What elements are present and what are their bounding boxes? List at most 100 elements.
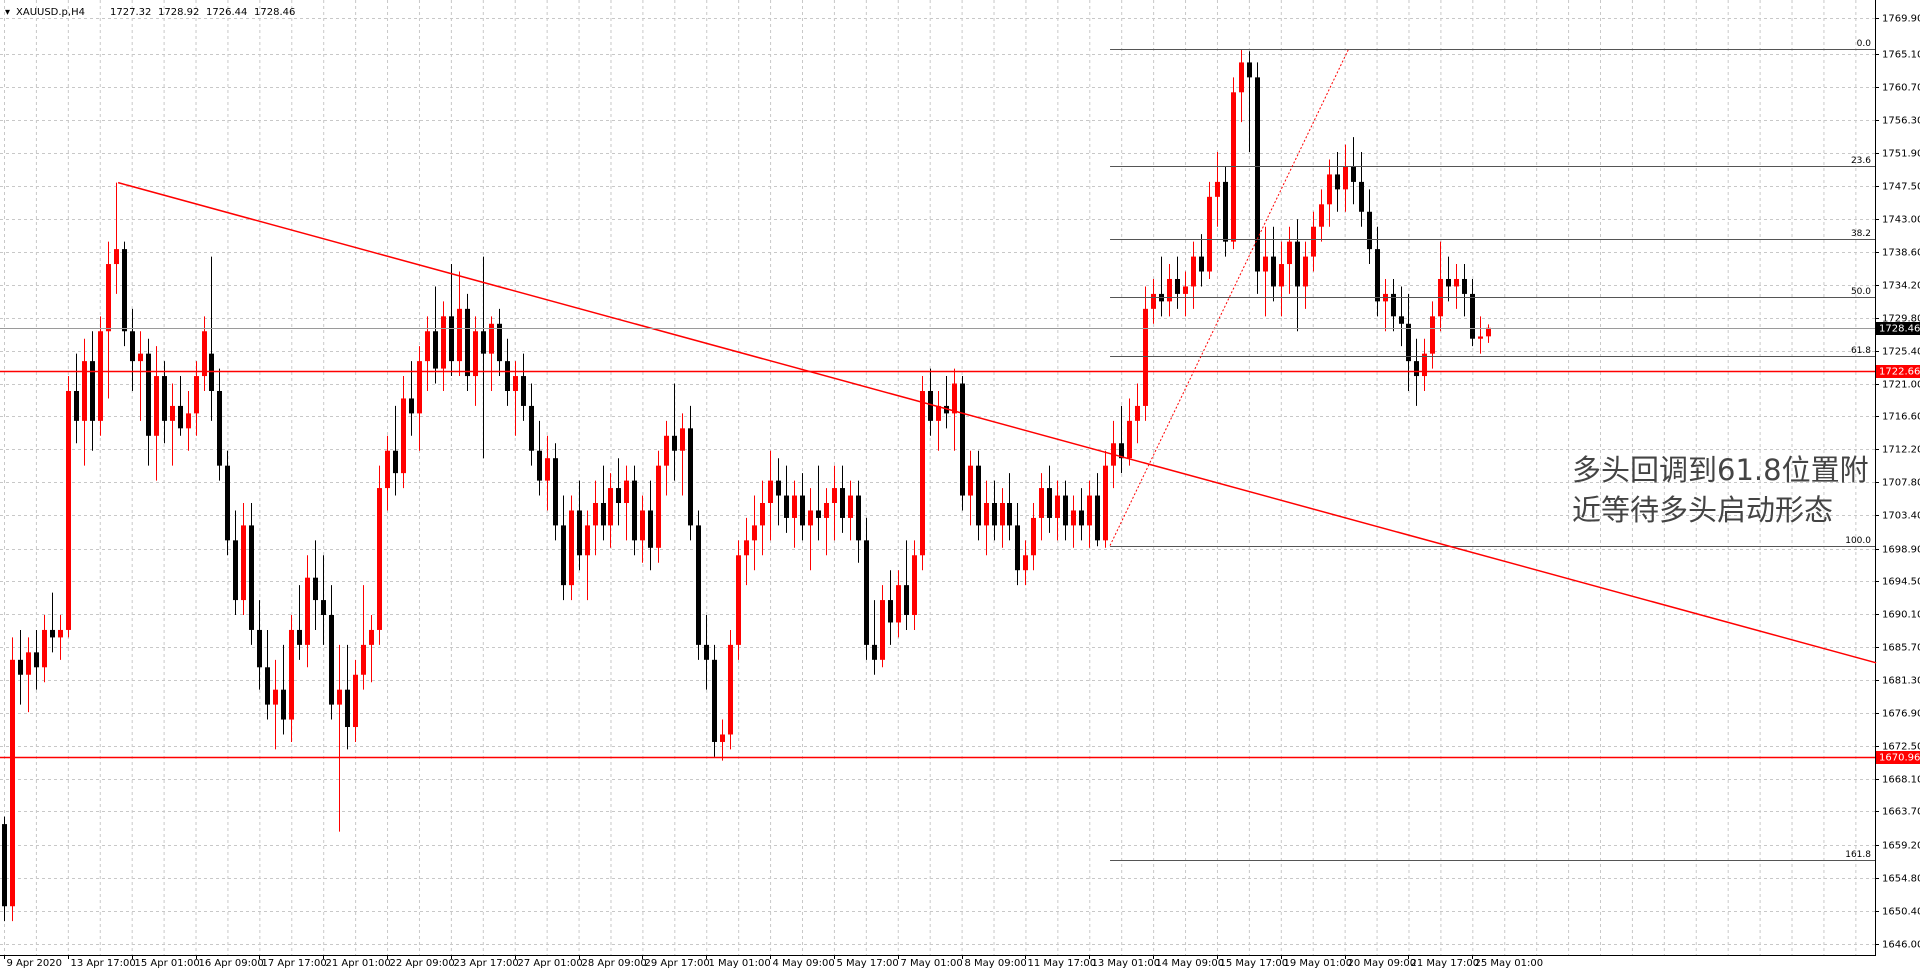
candle-body bbox=[513, 376, 518, 391]
candle-body bbox=[521, 376, 526, 406]
candle-body bbox=[752, 525, 757, 541]
candle-body bbox=[130, 331, 135, 362]
candle-body bbox=[345, 689, 350, 728]
candle-body bbox=[377, 488, 382, 630]
candle-body bbox=[1367, 211, 1372, 250]
y-tick-label: 1712.20 bbox=[1882, 445, 1920, 456]
annotation: 近等待多头启动形态 bbox=[1572, 493, 1833, 527]
candle-body bbox=[680, 428, 685, 451]
y-tick-label: 1703.40 bbox=[1882, 511, 1920, 522]
candle-body bbox=[505, 361, 510, 391]
candle-body bbox=[10, 659, 15, 907]
candle-body bbox=[1127, 420, 1132, 459]
candle-body bbox=[1119, 443, 1124, 459]
candle-body bbox=[74, 390, 79, 421]
candle-body bbox=[840, 488, 845, 518]
candle-body bbox=[1087, 495, 1092, 526]
candle-body bbox=[305, 577, 310, 645]
candle-body bbox=[1039, 488, 1044, 518]
candle-body bbox=[1055, 495, 1060, 518]
candle-body bbox=[1175, 278, 1180, 294]
candle-body bbox=[1015, 525, 1020, 571]
close: 1728.46 bbox=[254, 7, 295, 18]
header-arrow: ▾ bbox=[5, 7, 10, 18]
candle-body bbox=[170, 405, 175, 421]
candle-body bbox=[601, 503, 606, 526]
y-tick-label: 1698.90 bbox=[1882, 545, 1920, 556]
candle-body bbox=[1143, 308, 1148, 406]
candle-body bbox=[704, 644, 709, 660]
candle-body bbox=[1079, 510, 1084, 526]
y-tick-label: 1760.70 bbox=[1882, 83, 1920, 94]
candle-body bbox=[656, 465, 661, 548]
candle-body bbox=[50, 629, 55, 638]
candle-body bbox=[712, 659, 717, 742]
candle-body bbox=[896, 585, 901, 623]
candle-body bbox=[928, 390, 933, 421]
candle-body bbox=[154, 376, 159, 436]
x-tick-label: 19 May 01:00 bbox=[1284, 958, 1353, 968]
candle-body bbox=[1247, 62, 1252, 78]
candle-body bbox=[888, 600, 893, 623]
candle-body bbox=[529, 405, 534, 451]
candle-body bbox=[489, 323, 494, 354]
y-tick-label: 1694.50 bbox=[1882, 577, 1920, 588]
candle-body bbox=[465, 308, 470, 377]
candle-body bbox=[98, 331, 103, 421]
candle-body bbox=[632, 480, 637, 541]
candle-body bbox=[936, 405, 941, 421]
candle-body bbox=[1263, 256, 1268, 272]
candle-body bbox=[1007, 503, 1012, 526]
x-tick-label: 20 May 09:00 bbox=[1348, 958, 1417, 968]
candle-body bbox=[1215, 181, 1220, 197]
header: ▾ XAUUSD.p,H4 1727.32 1728.92 1726.44 17… bbox=[5, 7, 295, 18]
x-tick-label: 16 Apr 09:00 bbox=[199, 958, 264, 968]
x-tick-label: 7 May 01:00 bbox=[901, 958, 963, 968]
x-tick-label: 27 Apr 01:00 bbox=[518, 958, 583, 968]
candle-body bbox=[1327, 174, 1332, 205]
candle-body bbox=[1207, 196, 1212, 272]
candle-body bbox=[904, 585, 909, 616]
x-tick-label: 28 Apr 09:00 bbox=[582, 958, 647, 968]
candle-body bbox=[265, 667, 270, 705]
annotation: 多头回调到61.8位置附 bbox=[1572, 453, 1869, 487]
candle-body bbox=[824, 503, 829, 518]
candle-body bbox=[1462, 278, 1467, 294]
candle-body bbox=[1414, 361, 1419, 377]
candle-body bbox=[792, 495, 797, 518]
candle-body bbox=[106, 264, 111, 332]
price-box bbox=[1876, 322, 1920, 335]
candle-body bbox=[162, 376, 167, 421]
candle-body bbox=[417, 361, 422, 414]
candle-body bbox=[848, 495, 853, 518]
y-tick-label: 1716.60 bbox=[1882, 412, 1920, 423]
candle-body bbox=[608, 488, 613, 526]
fib-label: 0.0 bbox=[1857, 39, 1872, 49]
candle-body bbox=[202, 331, 207, 377]
candle-body bbox=[688, 428, 693, 526]
candle-body bbox=[800, 495, 805, 526]
candle-body bbox=[952, 383, 957, 414]
y-tick-label: 1672.50 bbox=[1882, 742, 1920, 753]
candle-body bbox=[1239, 62, 1244, 93]
candle-body bbox=[816, 510, 821, 518]
y-tick-label: 1747.50 bbox=[1882, 182, 1920, 193]
candle-body bbox=[1063, 495, 1068, 526]
candle-body bbox=[1311, 226, 1316, 257]
candle-body bbox=[1135, 405, 1140, 421]
candle-body bbox=[920, 390, 925, 556]
candle-body bbox=[289, 629, 294, 720]
candle-body bbox=[186, 413, 191, 429]
x-tick-label: 14 May 09:00 bbox=[1156, 958, 1225, 968]
x-tick-label: 9 Apr 2020 bbox=[7, 958, 62, 968]
candle-body bbox=[1223, 181, 1228, 242]
candle-body bbox=[393, 450, 398, 474]
vertical-grid bbox=[0, 0, 1875, 955]
y-tick-label: 1659.20 bbox=[1882, 841, 1920, 852]
candle-body bbox=[178, 405, 183, 429]
candle-body bbox=[233, 540, 238, 601]
candle-body bbox=[545, 458, 550, 481]
candle-body bbox=[369, 629, 374, 645]
x-tick-label: 21 Apr 01:00 bbox=[326, 958, 391, 968]
